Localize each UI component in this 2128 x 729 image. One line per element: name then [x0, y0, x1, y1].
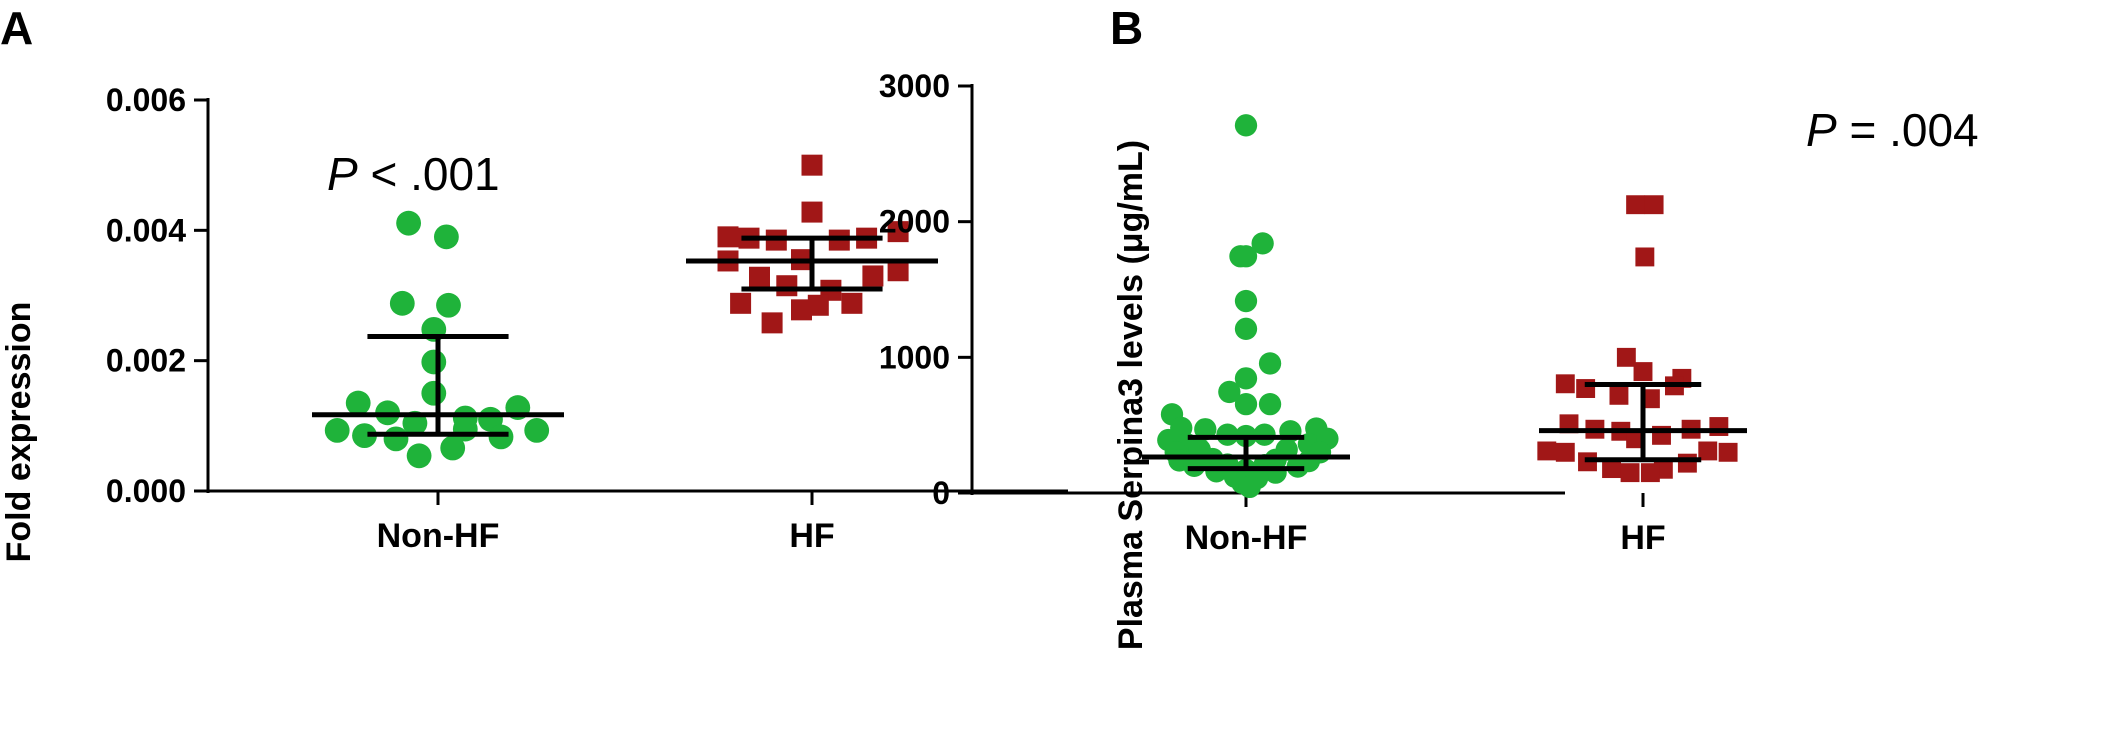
panel-b-y-tick-label: 1000: [879, 339, 950, 375]
panel-b-point-non-hf: [1194, 418, 1217, 441]
panel-b-point-hf: [1620, 463, 1640, 483]
panel-b-y-tick-label: 2000: [879, 204, 950, 240]
panel-a-point-non-hf: [434, 224, 459, 250]
panel-b-point-hf: [1537, 441, 1557, 461]
panel-a-point-hf: [761, 312, 783, 334]
panel-b-axes: 0 1000 2000 3000 Non-HF HF: [879, 68, 1666, 557]
panel-a-point-non-hf: [440, 435, 466, 461]
panel-b-point-non-hf: [1218, 380, 1241, 404]
panel-b-point-hf: [1709, 417, 1729, 436]
panel-a-p-annotation: P < .001: [327, 148, 500, 200]
panel-a-p-symbol: P: [327, 148, 358, 200]
panel-b-point-hf: [1609, 385, 1629, 405]
panel-a-point-non-hf: [352, 423, 377, 449]
panel-b-marks: [1142, 114, 1747, 499]
panel-a-point-non-hf: [421, 380, 447, 406]
panel-a-point-non-hf: [389, 290, 415, 316]
panel-b-point-non-hf: [1234, 367, 1258, 390]
panel-b-point-hf: [1640, 389, 1660, 409]
panel-b-point-non-hf: [1234, 392, 1258, 416]
panel-b-point-hf: [1718, 442, 1738, 462]
panel-b-point-non-hf: [1183, 454, 1206, 478]
panel-b-point-non-hf: [1234, 317, 1258, 341]
panel-a-point-non-hf: [488, 424, 514, 450]
panel-a-point-hf: [730, 292, 752, 314]
panel-b-point-non-hf: [1238, 475, 1261, 499]
panel-b-point-non-hf: [1234, 289, 1258, 313]
panel-b-point-hf: [1555, 442, 1575, 462]
panel-a-y-tick-label: 0.004: [106, 212, 186, 248]
panel-b-y-axis-title: Plasma Serpina3 levels (μg/mL): [1112, 140, 1150, 650]
panel-a-point-non-hf: [396, 210, 421, 236]
panel-b-point-non-hf: [1216, 423, 1239, 446]
panel-b-point-hf: [1633, 362, 1653, 382]
panel-a-x-tick-label: HF: [789, 517, 834, 555]
panel-a-point-non-hf: [324, 417, 350, 443]
panel-b-point-non-hf: [1251, 232, 1274, 255]
panel-a-point-hf: [807, 294, 829, 316]
panel-a-point-non-hf: [383, 426, 409, 452]
panel-b-y-tick-label: 0: [932, 475, 950, 511]
panel-a-y-tick-label: 0.002: [106, 343, 186, 379]
panel-a-point-hf: [841, 292, 863, 314]
panel-b-letter: B: [1110, 2, 1143, 54]
panel-b-point-non-hf: [1258, 392, 1282, 416]
panel-b-point-non-hf: [1253, 423, 1276, 446]
panel-a-point-non-hf: [345, 390, 371, 416]
panel-b-point-hf: [1698, 441, 1718, 461]
panel-b-p-symbol: P: [1806, 104, 1837, 156]
panel-a-point-non-hf: [406, 443, 432, 469]
panel-b-x-tick-label: HF: [1620, 519, 1665, 557]
panel-a-point-hf: [801, 154, 823, 176]
panel-b-point-non-hf: [1205, 460, 1228, 483]
panel-b-point-non-hf: [1234, 245, 1258, 268]
panel-b-p-value: = .004: [1837, 104, 1979, 156]
panel-a-point-hf: [717, 226, 739, 248]
panel-a-p-value: < .001: [358, 148, 500, 200]
panel-b-point-hf: [1644, 195, 1664, 215]
panel-b-point-hf: [1640, 463, 1660, 483]
panel-a-marks: [312, 154, 938, 469]
panel-b-point-non-hf: [1258, 352, 1282, 375]
panel-b-point-hf: [1555, 374, 1575, 394]
panel-b-point-hf: [1626, 429, 1646, 449]
panel-a-point-hf: [791, 299, 812, 321]
panel-b-point-hf: [1576, 379, 1596, 398]
panel-b-point-hf: [1616, 347, 1636, 367]
panel-a-point-hf: [887, 260, 909, 282]
panel-b-point-hf: [1602, 459, 1621, 479]
panel-a-point-non-hf: [421, 349, 447, 375]
panel-a-point-hf: [776, 275, 798, 297]
panel-a-y-tick-label: 0.000: [106, 473, 186, 509]
panel-a-point-non-hf: [436, 292, 461, 318]
panel-b: B 0 1000 2000 3000 Non-HF HF Plasma Serpina3 …: [879, 2, 1979, 650]
panel-a-point-hf: [801, 201, 823, 223]
panel-a-axes: 0.000 0.002 0.004 0.006 Non-HF HF: [106, 82, 1068, 555]
panel-a-point-non-hf: [524, 417, 550, 443]
panel-a-x-tick-label: Non-HF: [377, 517, 500, 555]
panel-b-y-tick-label: 3000: [879, 68, 950, 104]
panel-b-point-hf: [1635, 247, 1655, 267]
panel-a-y-axis-title: Fold expression: [0, 302, 38, 563]
panel-b-point-hf: [1677, 453, 1697, 473]
panel-a-point-hf: [749, 266, 770, 288]
panel-b-p-annotation: P = .004: [1806, 104, 1979, 156]
panel-a-y-tick-label: 0.006: [106, 82, 186, 118]
panel-b-point-non-hf: [1234, 114, 1258, 137]
panel-a: A 0.000 0.002 0.004 0.006 Non-HF HF Fold expr…: [0, 2, 1068, 562]
panel-a-point-hf: [887, 221, 909, 243]
panel-b-x-tick-label: Non-HF: [1185, 519, 1308, 557]
panel-a-point-hf: [862, 265, 884, 287]
panel-b-point-hf: [1626, 195, 1646, 215]
panel-a-letter: A: [0, 2, 33, 54]
